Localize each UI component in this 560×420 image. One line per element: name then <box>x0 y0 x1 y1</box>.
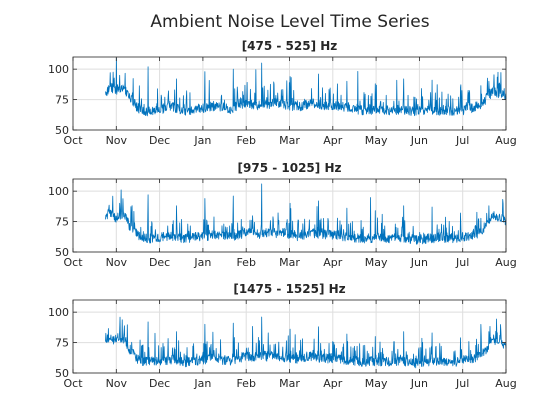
y-tick-label: 100 <box>48 306 69 319</box>
x-tick-label: Feb <box>236 134 255 147</box>
panel-1: Oct Nov Dec Jan Feb Mar Apr May Jun Jul Aug 50 75 100… <box>48 39 517 147</box>
x-tick-label: Jun <box>410 377 428 390</box>
x-tick-label: Jan <box>193 377 211 390</box>
x-tick-label: Oct <box>63 256 83 269</box>
y-tick-label: 50 <box>55 246 69 259</box>
x-tick-label: Apr <box>323 256 343 269</box>
x-tick-label: Nov <box>106 377 128 390</box>
panel-3: Oct Nov Dec Jan Feb Mar Apr May Jun Jul Aug 50 75 100… <box>48 282 517 390</box>
x-tick-label: Jul <box>455 377 469 390</box>
x-tick-label: Aug <box>495 377 516 390</box>
x-tick-label: Dec <box>149 377 170 390</box>
panels: Oct Nov Dec Jan Feb Mar Apr May Jun Jul Aug 50 75 100… <box>48 39 517 390</box>
panel-title: [975 - 1025] Hz <box>238 161 342 175</box>
x-tick-label: Jun <box>410 256 428 269</box>
x-tick-label: Dec <box>149 256 170 269</box>
y-tick-label: 75 <box>55 216 69 229</box>
y-tick-label: 75 <box>55 94 69 107</box>
x-tick-label: Jul <box>455 134 469 147</box>
x-tick-label: Jan <box>193 256 211 269</box>
y-tick-label: 50 <box>55 124 69 137</box>
x-tick-label: Feb <box>236 377 255 390</box>
x-tick-label: Apr <box>323 377 343 390</box>
panel-title: [1475 - 1525] Hz <box>233 282 345 296</box>
y-tick-label: 75 <box>55 337 69 350</box>
x-tick-label: Jan <box>193 134 211 147</box>
x-tick-label: Jul <box>455 256 469 269</box>
x-tick-label: Mar <box>279 256 300 269</box>
figure-title: Ambient Noise Level Time Series <box>150 12 429 32</box>
y-tick-label: 50 <box>55 367 69 380</box>
x-tick-label: May <box>365 134 388 147</box>
x-tick-label: Feb <box>236 256 255 269</box>
y-tick-label: 100 <box>48 63 69 76</box>
x-tick-label: Apr <box>323 134 343 147</box>
x-tick-label: Aug <box>495 256 516 269</box>
series-line <box>105 316 507 369</box>
panel-title: [475 - 525] Hz <box>242 39 338 53</box>
x-tick-label: Mar <box>279 134 300 147</box>
x-tick-label: Oct <box>63 134 83 147</box>
x-tick-label: Nov <box>106 134 128 147</box>
x-tick-label: May <box>365 256 388 269</box>
y-tick-label: 100 <box>48 185 69 198</box>
x-tick-label: Dec <box>149 134 170 147</box>
x-tick-label: Nov <box>106 256 128 269</box>
series-line <box>105 57 507 117</box>
x-tick-label: May <box>365 377 388 390</box>
panel-2: Oct Nov Dec Jan Feb Mar Apr May Jun Jul Aug 50 75 100… <box>48 161 517 269</box>
x-tick-label: Jun <box>410 134 428 147</box>
x-tick-label: Mar <box>279 377 300 390</box>
series-line <box>105 183 507 245</box>
x-tick-label: Aug <box>495 134 516 147</box>
x-tick-label: Oct <box>63 377 83 390</box>
